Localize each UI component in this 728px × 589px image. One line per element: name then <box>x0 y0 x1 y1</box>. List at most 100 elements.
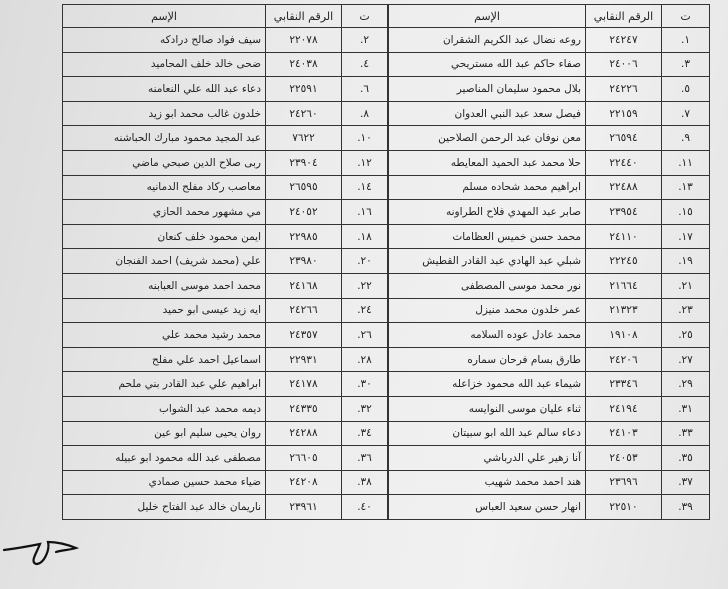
union-number: ٢٢٠٧٨ <box>265 27 342 53</box>
header-row: ت الرقم النقابي الإسم <box>388 4 710 28</box>
row-number: ٦. <box>341 76 388 102</box>
table-row: ١٧. ٢٤١١٠ محمد حسن خميس العظامات <box>388 223 710 250</box>
signature <box>2 540 80 566</box>
union-number: ٢٤٢٦٦ <box>265 297 342 324</box>
member-name: ثناء عليان موسى النوايسه <box>388 395 586 422</box>
table-row: ٣١. ٢٤١٩٤ ثناء عليان موسى النوايسه <box>388 395 710 422</box>
row-number: ١. <box>661 27 710 53</box>
row-number: ٣٩. <box>661 494 710 520</box>
union-number: ٢٤٢٨٨ <box>265 420 342 447</box>
union-number: ٢٤١٩٤ <box>585 395 662 422</box>
union-number: ٢٤٠٥٣ <box>585 445 662 471</box>
union-number: ٢٤٢٦٠ <box>265 100 342 127</box>
table-row: ١١. ٢٢٤٤٠ حلا محمد عبد الحميد المعايطه <box>388 149 710 176</box>
member-name: آنا زهير علي الدرباشي <box>388 445 586 471</box>
row-number: ٢١. <box>661 272 710 299</box>
member-name: هند احمد محمد شهيب <box>388 469 586 496</box>
row-number: ١٩. <box>661 248 710 274</box>
table-head: ت الرقم النقابي الإسم <box>62 4 388 28</box>
column-header: ت <box>341 4 388 28</box>
members-table-left: ت الرقم النقابي الإسم ٢. ٢٢٠٧٨ سيف فواد صالح … <box>62 4 388 520</box>
row-number: ٥. <box>661 76 710 102</box>
table-row: ٢٢. ٢٤١٦٨ محمد احمد موسى العبابنه <box>62 272 388 299</box>
table-row: ٢٧. ٢٤٢٠٦ طارق بسام فرحان سماره <box>388 346 710 373</box>
table-head: ت الرقم النقابي الإسم <box>388 4 710 28</box>
union-number: ٢٢٩٣١ <box>265 346 342 373</box>
member-name: صابر عبد المهدي فلاح الطراونه <box>388 199 586 225</box>
row-number: ٢٩. <box>661 371 710 397</box>
row-number: ٢٣. <box>661 297 710 324</box>
table-row: ٣٥. ٢٤٠٥٣ آنا زهير علي الدرباشي <box>388 445 710 471</box>
union-number: ٢٤١٠٣ <box>585 420 662 447</box>
table-row: ٦. ٢٢٥٩١ دعاء عبد الله علي النعامنه <box>62 76 388 102</box>
table-row: ١٤. ٢٦٥٩٥ معاصب ركاد مفلح الدمانيه <box>62 174 388 201</box>
union-number: ٢٣٦٩٦ <box>585 469 662 496</box>
union-number: ٢٣٩٠٤ <box>265 149 342 176</box>
row-number: ١٧. <box>661 223 710 250</box>
union-number: ٢٦٥٩٤ <box>585 125 662 151</box>
union-number: ٢٦٦٠٥ <box>265 445 342 471</box>
union-number: ٢٤٣٣٥ <box>265 395 342 422</box>
row-number: ٢٨. <box>341 346 388 373</box>
table-body: ١. ٢٤٢٤٧ روعه نضال عبد الكريم الشقران ٣. ٢٤٠… <box>388 27 710 520</box>
member-name: ابراهيم علي عبد القادر بني ملحم <box>62 371 266 397</box>
union-number: ٢٣٣٤٦ <box>585 371 662 397</box>
header-row: ت الرقم النقابي الإسم <box>62 4 388 28</box>
row-number: ٧. <box>661 100 710 127</box>
union-number: ٢٢٢٤٥ <box>585 248 662 274</box>
member-name: محمد احمد موسى العبابنه <box>62 272 266 299</box>
row-number: ١١. <box>661 149 710 176</box>
row-number: ٢٢. <box>341 272 388 299</box>
union-number: ٢٤٢٠٦ <box>585 346 662 373</box>
table-row: ٣٨. ٢٤٢٠٨ ضياء محمد حسين صمادي <box>62 469 388 496</box>
row-number: ١٢. <box>341 149 388 176</box>
member-name: محمد حسن خميس العظامات <box>388 223 586 250</box>
union-number: ٢٢٤٤٠ <box>585 149 662 176</box>
union-number: ٢٤٢٠٨ <box>265 469 342 496</box>
union-number: ٢٢٩٨٥ <box>265 223 342 250</box>
table-row: ٣٧. ٢٣٦٩٦ هند احمد محمد شهيب <box>388 469 710 496</box>
union-number: ٢٤٣٥٧ <box>265 322 342 348</box>
table-row: ٣٩. ٢٢٥١٠ انهار حسن سعيد العباس <box>388 494 710 520</box>
member-name: ابراهيم محمد شحاده مسلم <box>388 174 586 201</box>
table-row: ٢٦. ٢٤٣٥٧ محمد رشيد محمد علي <box>62 322 388 348</box>
table-row: ١. ٢٤٢٤٧ روعه نضال عبد الكريم الشقران <box>388 27 710 53</box>
row-number: ٢٦. <box>341 322 388 348</box>
union-number: ٢١٦٦٤ <box>585 272 662 299</box>
row-number: ٣٦. <box>341 445 388 471</box>
union-number: ٢٤٠٠٦ <box>585 51 662 78</box>
member-name: ضحى خالد خلف المحاميد <box>62 51 266 78</box>
table-row: ١٨. ٢٢٩٨٥ ايمن محمود خلف كنعان <box>62 223 388 250</box>
row-number: ٩. <box>661 125 710 151</box>
member-name: طارق بسام فرحان سماره <box>388 346 586 373</box>
row-number: ٣٨. <box>341 469 388 496</box>
union-number: ٢٢٥٩١ <box>265 76 342 102</box>
member-name: عبد المجيد محمود مبارك الحباشنه <box>62 125 266 151</box>
member-name: ناريمان خالد عبد الفتاح خليل <box>62 494 266 520</box>
table-row: ٥. ٢٤٢٢٦ بلال محمود سليمان المناصير <box>388 76 710 102</box>
member-name: ضياء محمد حسين صمادي <box>62 469 266 496</box>
table-row: ١٩. ٢٢٢٤٥ شبلي عبد الهادي عبد القادر القطي… <box>388 248 710 274</box>
members-table-right: ت الرقم النقابي الإسم ١. ٢٤٢٤٧ روعه نضال عبد … <box>388 4 710 520</box>
table-row: ١٢. ٢٣٩٠٤ ربى صلاح الدين صبحي ماضي <box>62 149 388 176</box>
member-name: دعاء عبد الله علي النعامنه <box>62 76 266 102</box>
member-name: بلال محمود سليمان المناصير <box>388 76 586 102</box>
row-number: ٣٢. <box>341 395 388 422</box>
member-name: ايه زيد عيسى ابو حميد <box>62 297 266 324</box>
union-number: ٢٤٢٤٧ <box>585 27 662 53</box>
table-row: ٤٠. ٢٣٩٦١ ناريمان خالد عبد الفتاح خليل <box>62 494 388 520</box>
row-number: ٣. <box>661 51 710 78</box>
row-number: ٢. <box>341 27 388 53</box>
member-name: عمر خلدون محمد منيزل <box>388 297 586 324</box>
member-name: علي (محمد شريف) احمد الفنجان <box>62 248 266 274</box>
table-row: ٢٠. ٢٣٩٨٠ علي (محمد شريف) احمد الفنجان <box>62 248 388 274</box>
row-number: ٣١. <box>661 395 710 422</box>
table-row: ١٦. ٢٤٠٥٢ مي مشهور محمد الحازي <box>62 199 388 225</box>
union-number: ٢٤٢٢٦ <box>585 76 662 102</box>
union-number: ٢٣٩٦١ <box>265 494 342 520</box>
union-number: ١٩١٠٨ <box>585 322 662 348</box>
member-name: معاصب ركاد مفلح الدمانيه <box>62 174 266 201</box>
member-name: ديمه محمد عبد الشواب <box>62 395 266 422</box>
table-row: ٢٣. ٢١٣٢٣ عمر خلدون محمد منيزل <box>388 297 710 324</box>
